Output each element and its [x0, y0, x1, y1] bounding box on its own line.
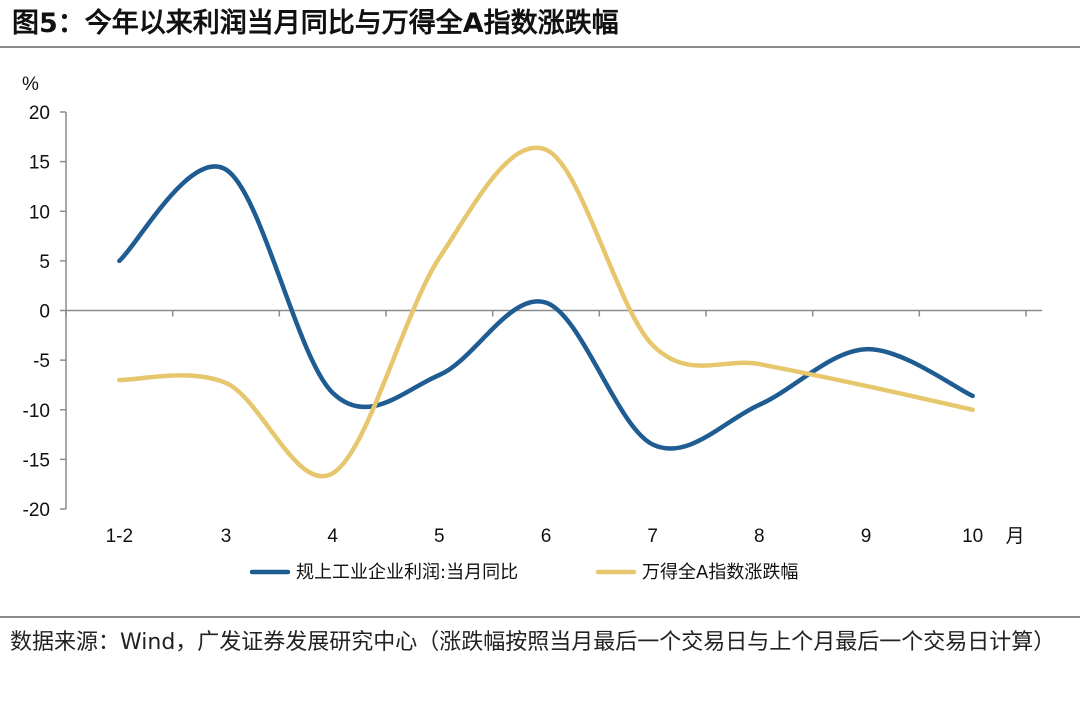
x-tick-label: 8 [754, 526, 765, 547]
y-tick-label: 0 [39, 302, 50, 323]
x-tick-label: 9 [861, 526, 872, 547]
source-divider [0, 616, 1080, 618]
y-tick-label: 15 [29, 153, 50, 174]
series-line-2 [117, 145, 975, 479]
legend-label-1: 规上工业企业利润:当月同比 [296, 562, 518, 583]
line-chart: 20 15 10 5 0 -5 -10 -15 -20% 1-2 3 4 5 6 7 8 9 10 月 规上工业企业… [22, 74, 1042, 583]
axes: 20 15 10 5 0 -5 -10 -15 -20% 1-2 3 4 5 6 7 8 9 10 月 [22, 74, 1042, 547]
x-tick-label: 7 [647, 526, 658, 547]
y-tick-label: -5 [33, 351, 50, 372]
y-tick-label: 5 [39, 252, 50, 273]
x-tick-label: 10 [962, 526, 983, 547]
figure-title: 图5：今年以来利润当月同比与万得全A指数涨跌幅 [12, 8, 619, 39]
x-tick-label: 3 [221, 526, 232, 547]
series-line-1 [117, 164, 975, 451]
x-tick-label: 1-2 [106, 526, 133, 547]
y-tick-label: -20 [23, 500, 50, 521]
x-tick-label: 4 [327, 526, 338, 547]
x-unit-label: 月 [1006, 526, 1025, 547]
x-tick-label: 5 [434, 526, 445, 547]
x-tick-label: 6 [541, 526, 552, 547]
series-lines [117, 145, 975, 479]
y-tick-label: 10 [29, 202, 50, 223]
y-tick-label: -15 [23, 450, 50, 471]
legend-label-2: 万得全A指数涨跌幅 [642, 562, 798, 583]
y-tick-label: 20 [29, 103, 50, 124]
y-unit-label: % [22, 74, 39, 95]
title-divider [0, 46, 1080, 48]
legend: 规上工业企业利润:当月同比 万得全A指数涨跌幅 [249, 562, 798, 583]
source-note: 数据来源：Wind，广发证券发展研究中心（涨跌幅按照当月最后一个交易日与上个月最… [10, 630, 1056, 655]
y-tick-label: -10 [23, 401, 50, 422]
